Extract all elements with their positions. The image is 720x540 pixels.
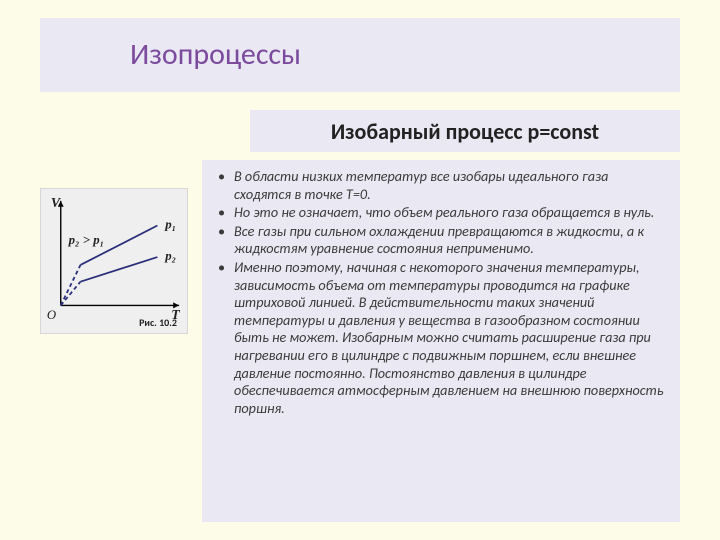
vt-diagram-svg: V T O p₂ > p₁ p₁ p₂: [41, 189, 187, 333]
subtitle-band: Изобарный процесс p=const: [250, 110, 680, 152]
list-item: Все газы при сильном охлаждении превраща…: [212, 223, 666, 258]
page-title: Изопроцессы: [130, 40, 301, 70]
vt-diagram: V T O p₂ > p₁ p₁ p₂ Рис. 10.2: [40, 188, 188, 334]
list-item: Но это не означает, что объем реального …: [212, 204, 666, 222]
inequality-label: p₂ > p₁: [68, 233, 104, 247]
series-label-p2: p₂: [164, 249, 176, 263]
series-label-p1: p₁: [164, 217, 176, 231]
bullet-list: В области низких температур все изобары …: [212, 168, 666, 418]
list-item: Именно поэтому, начиная с некоторого зна…: [212, 259, 666, 417]
origin-label: O: [47, 308, 56, 322]
body-text-box: В области низких температур все изобары …: [202, 160, 680, 522]
list-item: В области низких температур все изобары …: [212, 168, 666, 203]
figure-caption: Рис. 10.2: [139, 316, 177, 329]
subtitle: Изобарный процесс p=const: [331, 118, 599, 145]
title-band: Изопроцессы: [40, 18, 680, 92]
